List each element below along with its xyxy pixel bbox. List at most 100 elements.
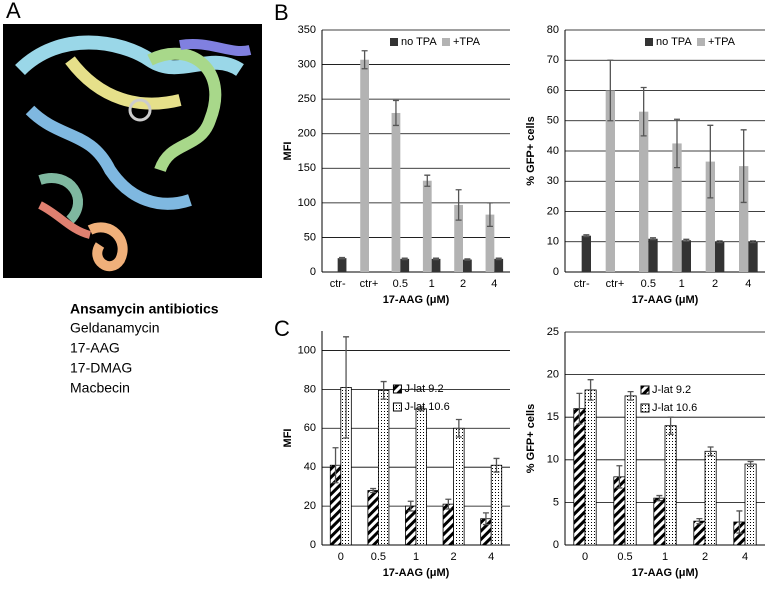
y-axis-label: MFI bbox=[282, 429, 294, 448]
y-tick-label: 50 bbox=[547, 115, 559, 127]
error-bar bbox=[424, 174, 431, 187]
bar bbox=[605, 90, 615, 272]
error-bar bbox=[401, 257, 408, 261]
list-item: 17-DMAG bbox=[70, 360, 132, 376]
bar bbox=[744, 463, 757, 546]
bar bbox=[391, 112, 401, 272]
y-tick-label: 25 bbox=[547, 326, 559, 338]
y-tick-label: 20 bbox=[304, 500, 316, 512]
bar bbox=[748, 241, 758, 272]
panel-label: A bbox=[6, 0, 21, 23]
legend-swatch bbox=[392, 402, 402, 412]
legend-swatch bbox=[640, 385, 650, 395]
bar bbox=[422, 180, 432, 272]
error-bar bbox=[455, 418, 462, 438]
error-bar bbox=[493, 457, 500, 473]
y-tick-label: 200 bbox=[298, 128, 316, 140]
list-item: 17-AAG bbox=[70, 340, 120, 356]
error-bar bbox=[418, 406, 425, 412]
bar bbox=[490, 464, 503, 546]
y-axis-label: MFI bbox=[282, 142, 294, 161]
x-tick-label: 4 bbox=[491, 278, 497, 290]
bar bbox=[704, 450, 717, 546]
x-tick-label: ctr- bbox=[574, 278, 590, 290]
panel-label: B bbox=[274, 0, 289, 25]
y-tick-label: 0 bbox=[553, 266, 559, 278]
legend-label: +TPA bbox=[708, 36, 736, 48]
error-bar bbox=[736, 510, 743, 534]
error-bar bbox=[674, 118, 680, 169]
error-bar bbox=[683, 238, 690, 242]
bar bbox=[653, 497, 666, 546]
error-bar bbox=[740, 129, 747, 204]
error-bar bbox=[696, 517, 703, 525]
x-tick-label: 0.5 bbox=[641, 278, 656, 290]
x-tick-label: 4 bbox=[745, 278, 751, 290]
bar bbox=[463, 259, 472, 272]
bar bbox=[664, 425, 677, 546]
y-tick-label: 20 bbox=[547, 369, 559, 381]
x-tick-label: 4 bbox=[742, 551, 748, 563]
error-bar bbox=[707, 124, 714, 199]
bar bbox=[453, 427, 465, 546]
x-tick-label: 1 bbox=[679, 278, 685, 290]
x-tick-label: 0 bbox=[338, 551, 344, 563]
error-bar bbox=[332, 447, 339, 484]
bar bbox=[624, 395, 637, 546]
x-tick-label: 0.5 bbox=[393, 278, 408, 290]
y-tick-label: 10 bbox=[547, 236, 559, 248]
x-tick-label: 0 bbox=[582, 551, 588, 563]
y-tick-label: 80 bbox=[547, 24, 559, 36]
y-tick-label: 350 bbox=[298, 24, 316, 36]
legend-swatch bbox=[442, 38, 450, 46]
y-tick-label: 20 bbox=[547, 205, 559, 217]
y-tick-label: 60 bbox=[304, 422, 316, 434]
error-bar bbox=[392, 99, 399, 127]
error-bar bbox=[583, 234, 590, 238]
y-tick-label: 250 bbox=[298, 93, 316, 105]
error-bar bbox=[407, 500, 414, 512]
y-tick-label: 80 bbox=[304, 383, 316, 395]
error-bar bbox=[667, 416, 674, 435]
bar bbox=[400, 258, 410, 272]
panel-label: C bbox=[274, 316, 290, 341]
y-tick-label: 40 bbox=[547, 145, 559, 157]
y-tick-label: 30 bbox=[547, 175, 559, 187]
error-bar bbox=[640, 86, 647, 137]
bar bbox=[681, 240, 691, 272]
y-tick-label: 50 bbox=[304, 231, 316, 243]
x-tick-label: 2 bbox=[712, 278, 718, 290]
y-tick-label: 5 bbox=[553, 496, 559, 508]
legend-swatch bbox=[697, 38, 705, 46]
list-item: Macbecin bbox=[70, 380, 130, 396]
x-axis-label: 17-AAG (μM) bbox=[383, 294, 450, 306]
error-bar bbox=[716, 240, 723, 244]
bar bbox=[494, 258, 504, 272]
y-tick-label: 10 bbox=[547, 454, 559, 466]
x-tick-label: 4 bbox=[488, 551, 494, 563]
x-tick-label: ctr+ bbox=[606, 278, 625, 290]
bar bbox=[485, 214, 495, 272]
x-axis-label: 17-AAG (μM) bbox=[383, 567, 450, 579]
error-bar bbox=[627, 390, 634, 401]
y-tick-label: 300 bbox=[298, 58, 316, 70]
legend-label: J-lat 10.6 bbox=[404, 401, 449, 413]
x-tick-label: 0.5 bbox=[371, 551, 386, 563]
x-tick-label: 2 bbox=[451, 551, 457, 563]
error-bar bbox=[616, 465, 623, 489]
bar bbox=[573, 408, 586, 546]
x-tick-label: 2 bbox=[460, 278, 466, 290]
legend-label: no TPA bbox=[401, 36, 437, 48]
y-tick-label: 40 bbox=[304, 461, 316, 473]
x-tick-label: 0.5 bbox=[617, 551, 632, 563]
error-bar bbox=[707, 446, 714, 457]
error-bar bbox=[576, 392, 583, 425]
legend-swatch bbox=[392, 384, 402, 394]
error-bar bbox=[370, 487, 377, 494]
x-axis-label: 17-AAG (μM) bbox=[632, 294, 699, 306]
error-bar bbox=[433, 257, 440, 261]
bar bbox=[639, 111, 649, 272]
error-bar bbox=[455, 189, 462, 221]
list-item: Geldanamycin bbox=[70, 320, 160, 336]
